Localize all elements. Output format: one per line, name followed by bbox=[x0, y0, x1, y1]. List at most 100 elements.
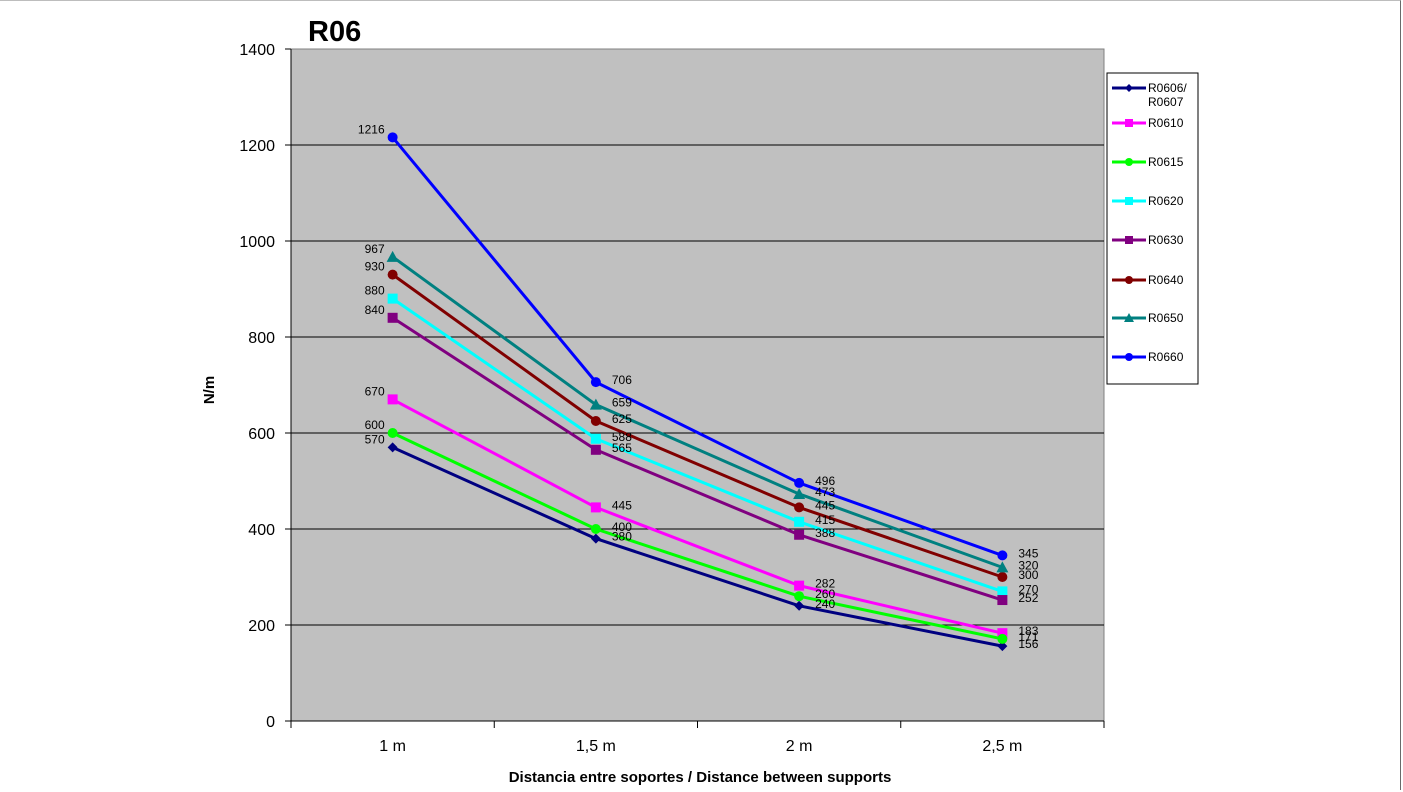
data-point bbox=[590, 416, 601, 426]
y-tick-label: 1000 bbox=[239, 234, 275, 251]
data-label: 570 bbox=[365, 432, 385, 446]
data-point bbox=[1124, 313, 1134, 322]
data-label: 706 bbox=[612, 373, 632, 387]
data-label: 240 bbox=[815, 597, 835, 611]
data-point bbox=[387, 132, 398, 143]
data-point bbox=[1125, 276, 1133, 284]
series-r0650 bbox=[386, 250, 1009, 573]
data-label: 282 bbox=[815, 577, 835, 591]
data-label: 415 bbox=[815, 513, 835, 527]
data-point bbox=[1125, 353, 1133, 361]
y-tick-label: 1200 bbox=[239, 138, 275, 155]
series-line bbox=[391, 398, 1003, 635]
series-line bbox=[391, 297, 1003, 593]
x-tick-label: 2,5 m bbox=[982, 738, 1022, 755]
data-label: 171 bbox=[1018, 630, 1038, 644]
data-point bbox=[387, 394, 398, 405]
data-point bbox=[1125, 158, 1133, 166]
data-label: 880 bbox=[365, 284, 385, 298]
legend-box bbox=[1106, 72, 1199, 385]
data-point bbox=[794, 477, 805, 488]
data-label: 967 bbox=[365, 242, 385, 256]
data-point bbox=[590, 533, 601, 544]
data-label: 445 bbox=[815, 498, 835, 512]
data-point bbox=[387, 442, 398, 453]
data-point bbox=[590, 524, 601, 534]
chart-title: R06 bbox=[308, 16, 361, 48]
data-point bbox=[1125, 236, 1133, 244]
data-point bbox=[794, 580, 805, 591]
series-group bbox=[386, 132, 1009, 652]
y-axis-title: N/m bbox=[201, 376, 218, 404]
legend-item: R0660 bbox=[1112, 350, 1184, 364]
x-axis-ticks: 1 m 1,5 m 2 m 2,5 m bbox=[290, 721, 1105, 755]
data-point bbox=[387, 269, 398, 280]
y-tick-label: 400 bbox=[248, 522, 275, 539]
legend-label: R0606/ bbox=[1148, 81, 1187, 95]
data-point bbox=[997, 550, 1008, 561]
legend-label: R0607 bbox=[1148, 95, 1184, 109]
series-r0615 bbox=[387, 428, 1008, 644]
x-tick-label: 1,5 m bbox=[576, 738, 616, 755]
data-point bbox=[386, 250, 399, 262]
data-label: 400 bbox=[612, 520, 632, 534]
data-point bbox=[590, 502, 601, 513]
data-point bbox=[387, 312, 398, 323]
data-label: 496 bbox=[815, 474, 835, 488]
data-label: 840 bbox=[365, 303, 385, 317]
y-tick-label: 800 bbox=[248, 330, 275, 347]
series-line bbox=[391, 255, 1003, 569]
y-tick-label: 0 bbox=[266, 714, 275, 731]
data-label: 260 bbox=[815, 587, 835, 601]
series-line bbox=[391, 273, 1003, 579]
data-point bbox=[590, 377, 601, 388]
data-label: 930 bbox=[365, 260, 385, 274]
data-label: 388 bbox=[815, 526, 835, 540]
data-label: 1216 bbox=[358, 122, 385, 136]
data-label: 320 bbox=[1018, 558, 1038, 572]
x-tick-label: 1 m bbox=[379, 738, 406, 755]
data-point bbox=[1125, 84, 1133, 92]
data-point bbox=[589, 398, 602, 410]
data-point bbox=[794, 516, 805, 527]
data-point bbox=[997, 628, 1008, 639]
y-tick-label: 1400 bbox=[239, 42, 275, 59]
data-label: 300 bbox=[1018, 568, 1038, 582]
data-label: 345 bbox=[1018, 546, 1038, 560]
data-point bbox=[590, 433, 601, 444]
data-point bbox=[794, 591, 805, 602]
data-labels: 570 380 240 156 670 445 282 183 600 400 260 171 880 5… bbox=[358, 122, 1039, 651]
legend-label: R0640 bbox=[1148, 273, 1184, 287]
legend-item: R0620 bbox=[1112, 194, 1184, 208]
series-r0630 bbox=[387, 312, 1008, 606]
y-axis-ticks: 0 200 400 600 800 1000 1200 1400 bbox=[239, 42, 291, 731]
data-point bbox=[793, 487, 806, 499]
plot-background bbox=[290, 48, 1105, 722]
data-point bbox=[1125, 197, 1133, 205]
data-label: 588 bbox=[612, 430, 632, 444]
data-label: 565 bbox=[612, 441, 632, 455]
data-point bbox=[794, 600, 805, 611]
y-tick-label: 600 bbox=[248, 426, 275, 443]
data-label: 445 bbox=[612, 498, 632, 512]
y-tick-label: 200 bbox=[248, 618, 275, 635]
plot-area bbox=[290, 48, 1105, 722]
data-point bbox=[996, 561, 1009, 573]
data-label: 670 bbox=[365, 384, 385, 398]
legend-item: R0650 bbox=[1112, 311, 1184, 325]
legend-label: R0615 bbox=[1148, 155, 1184, 169]
x-axis-title: Distancia entre soportes / Distance betw… bbox=[509, 769, 892, 786]
data-label: 473 bbox=[815, 485, 835, 499]
data-point bbox=[997, 586, 1008, 597]
series-line bbox=[392, 446, 1003, 648]
legend-label: R0630 bbox=[1148, 233, 1184, 247]
series-r0620 bbox=[387, 293, 1008, 597]
legend-item: R0615 bbox=[1112, 155, 1184, 169]
data-point bbox=[1125, 119, 1133, 127]
legend-label: R0620 bbox=[1148, 194, 1184, 208]
series-line bbox=[391, 136, 1003, 557]
series-r0660 bbox=[387, 132, 1008, 561]
data-label: 270 bbox=[1018, 582, 1038, 596]
data-label: 183 bbox=[1018, 624, 1038, 638]
